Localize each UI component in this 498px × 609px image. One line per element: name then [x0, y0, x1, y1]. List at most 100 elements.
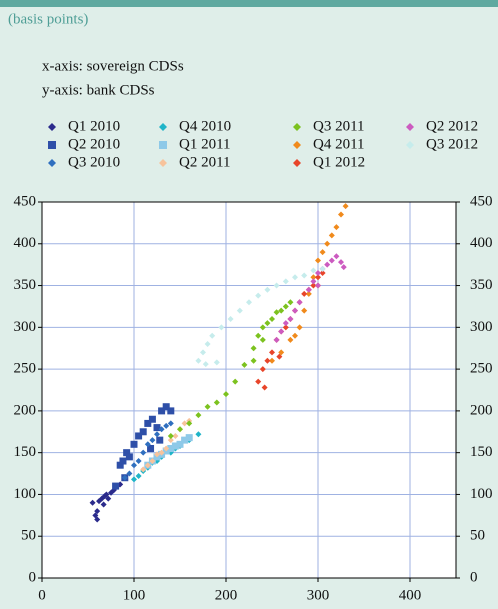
point — [292, 274, 298, 281]
plot-area — [42, 202, 456, 578]
point — [123, 449, 131, 457]
point — [292, 307, 298, 314]
point — [282, 278, 289, 285]
point — [301, 272, 308, 279]
point — [112, 482, 120, 490]
y-tick-label: 250 — [14, 361, 37, 377]
point — [144, 462, 151, 469]
point — [273, 282, 280, 289]
point — [333, 224, 340, 231]
point — [305, 286, 312, 293]
point — [131, 462, 137, 469]
point — [278, 307, 285, 314]
point — [116, 461, 124, 469]
point — [149, 458, 156, 465]
x-tick-label: 200 — [215, 587, 238, 603]
point — [328, 257, 335, 264]
point — [195, 431, 202, 438]
point — [264, 320, 271, 327]
point — [94, 508, 101, 515]
legend-label: Q4 2011 — [313, 136, 365, 152]
y-tick-label: 100 — [14, 486, 37, 502]
point — [100, 501, 107, 508]
point — [264, 357, 271, 364]
point — [255, 332, 262, 339]
point — [149, 437, 156, 444]
point — [167, 444, 175, 452]
point — [315, 270, 321, 277]
point — [319, 270, 326, 277]
y2-tick-label: 400 — [470, 235, 493, 251]
legend-label: Q3 2011 — [313, 118, 365, 134]
y-tick-label: 200 — [14, 402, 37, 418]
y-tick-label: 450 — [14, 193, 37, 209]
point — [255, 292, 262, 299]
point — [269, 315, 275, 322]
point — [333, 253, 340, 260]
point — [103, 491, 110, 498]
point — [250, 357, 257, 364]
point — [259, 336, 266, 343]
legend-marker — [406, 123, 414, 131]
point — [153, 424, 161, 432]
point — [135, 458, 142, 465]
x-tick-label: 300 — [307, 587, 330, 603]
point — [223, 391, 229, 398]
legend-marker — [159, 141, 167, 149]
point — [130, 440, 138, 448]
point — [315, 257, 321, 264]
point — [282, 320, 289, 327]
point — [200, 349, 206, 356]
legend-label: Q3 2012 — [426, 136, 478, 152]
point — [310, 282, 317, 289]
point — [269, 349, 275, 356]
point — [296, 324, 303, 331]
annotation: y-axis: bank CDSs — [42, 82, 155, 98]
point — [236, 307, 243, 314]
point — [125, 453, 133, 461]
y2-tick-label: 50 — [470, 528, 485, 544]
point — [282, 324, 289, 331]
point — [261, 384, 268, 391]
point — [144, 441, 151, 448]
point — [310, 274, 317, 281]
point — [315, 274, 321, 281]
point — [259, 324, 266, 331]
point — [148, 415, 156, 423]
point — [259, 366, 266, 373]
x-tick-label: 100 — [123, 587, 146, 603]
point — [315, 282, 321, 289]
point — [121, 474, 128, 481]
point — [340, 264, 347, 271]
point — [213, 399, 220, 406]
annotation: x-axis: sovereign CDSs — [42, 58, 184, 74]
y-tick-label: 350 — [14, 277, 37, 293]
subtitle: (basis points) — [8, 11, 88, 27]
point — [131, 476, 137, 483]
point — [119, 457, 127, 465]
point — [140, 449, 147, 456]
point — [177, 426, 183, 433]
point — [167, 407, 175, 415]
legend-marker — [48, 123, 56, 131]
point — [319, 249, 326, 256]
legend-label: Q3 2010 — [68, 154, 120, 170]
point — [158, 407, 166, 415]
point — [105, 495, 112, 502]
point — [167, 437, 174, 444]
x-tick-label: 0 — [38, 587, 46, 603]
point — [162, 403, 170, 411]
point — [246, 299, 252, 306]
point — [140, 466, 147, 473]
y2-tick-label: 300 — [470, 319, 493, 335]
point — [287, 315, 294, 322]
legend-marker — [293, 159, 301, 167]
point — [287, 299, 294, 306]
point — [167, 432, 174, 439]
point — [163, 422, 170, 429]
point — [278, 349, 285, 356]
point — [154, 451, 160, 458]
point — [195, 357, 202, 364]
plot-frame — [41, 201, 457, 579]
